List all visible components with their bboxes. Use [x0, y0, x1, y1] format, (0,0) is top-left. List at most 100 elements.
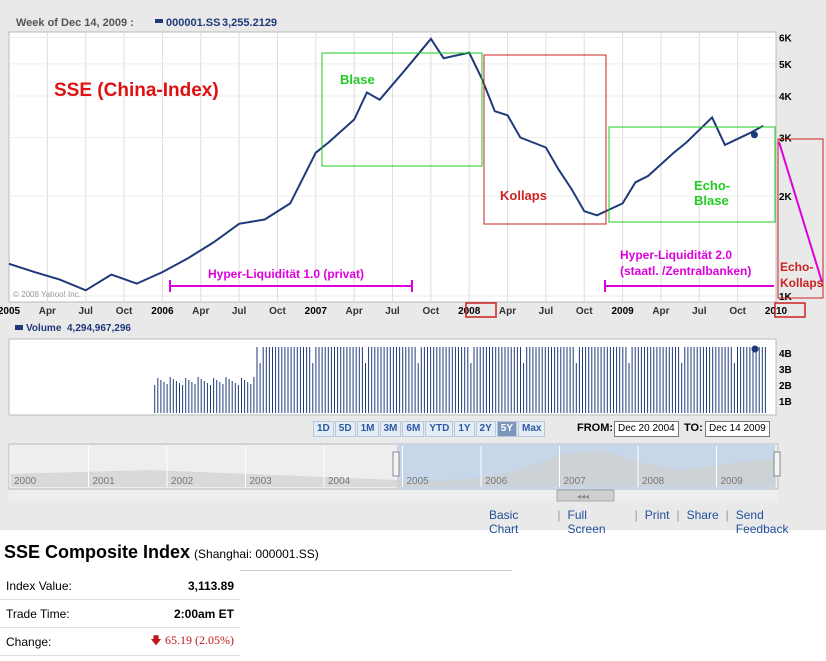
echo-kollaps-label-1: Echo-	[780, 260, 813, 274]
overview-year-label: 2007	[564, 476, 587, 487]
year-2008-highlight	[465, 302, 497, 318]
overview-year-label: 2002	[171, 476, 194, 487]
volume-tick-label: 4B	[779, 349, 792, 360]
x-tick-label: 2007	[305, 306, 328, 317]
x-tick-label: Jul	[385, 306, 400, 317]
print-link[interactable]: Print	[644, 508, 670, 522]
date-axis-ticks: 2005 Apr Jul Oct 2006 Apr Jul Oct 2007 Apr Jul Oct 2…	[0, 306, 788, 317]
kollaps-box	[483, 54, 607, 225]
y-tick-label: 6K	[779, 34, 793, 45]
overview-year-label: 2004	[328, 476, 351, 487]
table-row: Change: 🡇 65.19 (2.05%)	[0, 627, 240, 656]
send-feedback-link[interactable]: Send Feedback	[735, 508, 789, 536]
basic-chart-link[interactable]: Basic Chart	[489, 508, 519, 536]
range-button-1m[interactable]: 1M	[356, 421, 379, 437]
y-tick-label: 5K	[779, 60, 793, 71]
echo-blase-label-2: Blase	[694, 193, 729, 208]
volume-axis-ticks: 4B 3B 2B 1B	[779, 349, 792, 408]
row-value: 3,113.89	[107, 572, 240, 600]
range-button-2y[interactable]: 2Y	[475, 421, 496, 437]
blase-label: Blase	[340, 72, 375, 87]
row-label: Change:	[0, 627, 108, 656]
x-tick-label: Apr	[499, 306, 516, 317]
table-row: Trade Time: 2:00am ET	[0, 599, 240, 628]
quote-summary-table: Index Value: 3,113.89 Trade Time: 2:00am…	[0, 572, 240, 656]
range-button-1d[interactable]: 1D	[313, 421, 334, 437]
x-tick-label: 2009	[611, 306, 634, 317]
index-exchange: (Shanghai: 000001.SS)	[194, 547, 319, 561]
x-tick-label: Oct	[423, 306, 440, 317]
x-tick-label: Oct	[116, 306, 133, 317]
table-row: Index Value: 3,113.89	[0, 572, 240, 600]
echo-blase-box	[608, 126, 776, 223]
week-label: Week of Dec 14, 2009 :	[16, 17, 134, 29]
liquidity-2-label-2: (staatl. /Zentralbanken)	[620, 264, 751, 278]
overview-year-label: 2006	[485, 476, 508, 487]
change-cell: 🡇 65.19 (2.05%)	[107, 627, 240, 656]
x-tick-label: Oct	[729, 306, 746, 317]
echo-kollaps-label-2: Kollaps	[780, 276, 824, 290]
to-date-input[interactable]: Dec 14 2009	[705, 421, 770, 437]
range-button-max[interactable]: Max	[518, 421, 546, 437]
range-button-3m[interactable]: 3M	[379, 421, 402, 437]
chart-links: Basic Chart | Full Screen | Print | Share | …	[482, 508, 826, 536]
overview-year-label: 2005	[407, 476, 430, 487]
series-legend-swatch	[155, 19, 163, 23]
share-link[interactable]: Share	[686, 508, 719, 522]
from-label: FROM:	[577, 422, 614, 434]
echo-blase-label-1: Echo-	[694, 178, 730, 193]
range-button-5y[interactable]: 5Y	[496, 421, 518, 437]
volume-legend-swatch	[15, 325, 23, 330]
x-tick-label: 2010	[765, 306, 788, 317]
x-tick-label: 2008	[458, 306, 481, 317]
price-grid	[9, 32, 776, 302]
x-tick-label: 2005	[0, 306, 21, 317]
overview-year-label: 2000	[14, 476, 37, 487]
row-label: Trade Time:	[0, 599, 108, 628]
overview-scrollbar-thumb[interactable]	[556, 489, 615, 502]
x-tick-label: 2006	[151, 306, 174, 317]
volume-plot-area	[8, 338, 777, 416]
echo-kollaps-arrow	[778, 141, 823, 283]
volume-value: 4,294,967,296	[67, 323, 131, 334]
x-tick-label: Jul	[692, 306, 707, 317]
overview-year-label: 2008	[642, 476, 665, 487]
overview-scrollbar-track[interactable]	[9, 490, 778, 501]
range-button-ytd[interactable]: YTD	[425, 421, 454, 437]
x-tick-label: Jul	[539, 306, 554, 317]
x-tick-label: Oct	[269, 306, 286, 317]
volume-tick-label: 3B	[779, 365, 792, 376]
liquidity-2-label-1: Hyper-Liquidität 2.0	[620, 248, 732, 262]
row-value: 2:00am ET	[107, 599, 240, 628]
range-button-5d[interactable]: 5D	[334, 421, 356, 437]
range-button-group: 1D 5D 1M 3M 6M YTD 1Y 2Y 5Y Max	[313, 421, 546, 437]
series-symbol: 000001.SS	[166, 17, 220, 29]
from-date-input[interactable]: Dec 20 2004	[614, 421, 679, 437]
separator: |	[634, 508, 638, 522]
separator: |	[676, 508, 680, 522]
chart-annotation-title: SSE (China-Index)	[54, 80, 219, 101]
overview-year-labels: 2000 2001 2002 2003 2004 2005 2006 2007 2008 2009	[9, 446, 744, 487]
x-tick-label: Apr	[192, 306, 209, 317]
blase-box	[321, 52, 483, 167]
year-2010-highlight	[774, 302, 806, 318]
overview-area	[9, 450, 776, 487]
range-button-1y[interactable]: 1Y	[454, 421, 475, 437]
series-value: 3,255.2129	[222, 17, 277, 29]
separator: |	[725, 508, 729, 522]
kollaps-label: Kollaps	[500, 188, 547, 203]
x-tick-label: Apr	[652, 306, 669, 317]
x-tick-label: Jul	[78, 306, 93, 317]
price-marker	[750, 131, 758, 139]
x-tick-label: Jul	[232, 306, 247, 317]
range-button-6m[interactable]: 6M	[402, 421, 425, 437]
price-series-line	[8, 37, 764, 292]
volume-tick-label: 1B	[779, 397, 792, 408]
overview-right-handle[interactable]	[773, 451, 781, 477]
summary-heading: SSE Composite Index (Shanghai: 000001.SS)	[4, 542, 319, 563]
overview-year-label: 2009	[721, 476, 744, 487]
overview-left-handle[interactable]	[392, 451, 400, 477]
full-screen-link[interactable]: Full Screen	[567, 508, 606, 536]
overview-year-label: 2003	[250, 476, 273, 487]
